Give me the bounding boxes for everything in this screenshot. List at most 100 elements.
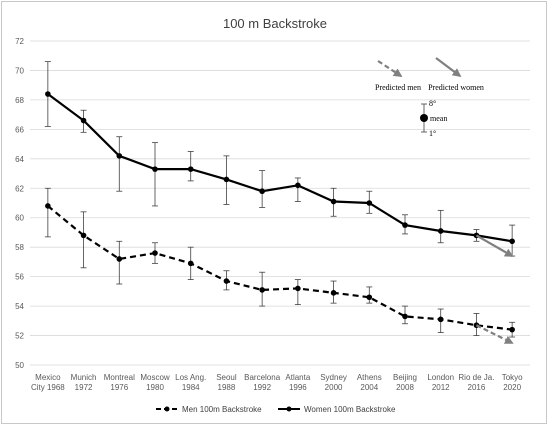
x-tick-line1-10: Beijing xyxy=(393,373,417,382)
y-tick-label-52: 52 xyxy=(15,332,24,341)
series-line-0 xyxy=(47,205,513,331)
x-tick-line1-3: Moscow xyxy=(140,373,170,382)
data-point-1-13 xyxy=(509,238,515,245)
data-point-0-4 xyxy=(187,260,194,267)
error-bar-1-2 xyxy=(116,136,123,192)
data-point-0-7 xyxy=(295,285,301,292)
data-point-1-9 xyxy=(366,200,373,206)
x-tick-label-12: Rio de Ja.2016 xyxy=(458,373,494,392)
legend-marker-women xyxy=(286,406,292,412)
x-tick-line2-5: 1988 xyxy=(218,383,236,392)
data-point-0-11 xyxy=(437,316,444,323)
data-point-1-11 xyxy=(437,228,444,234)
data-point-1-2 xyxy=(116,153,123,159)
error-bar-0-7 xyxy=(294,279,301,306)
x-tick-line1-6: Barcelona xyxy=(244,373,281,382)
data-point-0-10 xyxy=(402,313,408,320)
grid-lines xyxy=(30,40,530,366)
x-tick-line1-13: Tokyo xyxy=(502,373,523,382)
error-bar-1-3 xyxy=(152,142,158,207)
data-point-0-9 xyxy=(366,294,373,301)
prediction-arrow-0 xyxy=(475,324,514,344)
x-tick-line2-7: 1996 xyxy=(289,383,307,392)
error-bar-1-11 xyxy=(437,209,444,244)
error-bar-0-2 xyxy=(116,240,123,285)
x-tick-line1-8: Sydney xyxy=(320,373,347,382)
data-point-0-3 xyxy=(152,250,158,256)
x-tick-line2-0: City 1968 xyxy=(31,383,65,392)
x-tick-line2-11: 2012 xyxy=(432,383,450,392)
legend: Men 100m Backstroke Women 100m Backstroke xyxy=(156,405,396,414)
x-tick-line2-4: 1984 xyxy=(182,383,200,392)
series-layer xyxy=(44,61,516,338)
data-point-0-5 xyxy=(223,278,230,284)
series-0 xyxy=(44,187,516,338)
data-point-0-2 xyxy=(116,256,123,262)
x-tick-line1-0: Mexico xyxy=(35,373,61,382)
data-point-1-3 xyxy=(152,166,158,172)
prediction-layer xyxy=(475,234,514,344)
x-tick-line1-4: Los Ang. xyxy=(175,373,206,382)
key-label-top: 8° xyxy=(429,99,436,108)
y-tick-label-68: 68 xyxy=(15,96,24,105)
y-tick-label-54: 54 xyxy=(15,302,24,311)
key-mean-dot xyxy=(420,114,428,122)
key-arrow-women xyxy=(435,57,462,78)
x-tick-line2-9: 2004 xyxy=(360,383,378,392)
annotation-key: Predicted men Predicted women 8° mean 1° xyxy=(375,57,484,138)
error-bar-1-7 xyxy=(294,177,301,202)
error-bar-0-0 xyxy=(44,187,51,238)
legend-marker-men xyxy=(164,406,170,412)
key-label-predicted-women: Predicted women xyxy=(428,83,484,92)
series-line-1 xyxy=(47,93,513,243)
x-tick-label-4: Los Ang.1984 xyxy=(175,373,206,392)
data-point-1-10 xyxy=(402,222,408,228)
y-tick-label-70: 70 xyxy=(15,66,24,75)
error-bar-1-4 xyxy=(187,151,194,182)
data-point-1-8 xyxy=(330,198,337,205)
error-bar-0-1 xyxy=(80,211,87,269)
key-label-bottom: 1° xyxy=(429,129,436,138)
data-point-0-6 xyxy=(259,287,265,293)
prediction-arrow-1 xyxy=(475,234,514,257)
x-tick-line1-11: London xyxy=(427,373,454,382)
data-point-1-0 xyxy=(45,91,51,97)
x-tick-line1-1: Munich xyxy=(71,373,97,382)
legend-label-men: Men 100m Backstroke xyxy=(182,405,262,414)
x-tick-line2-1: 1972 xyxy=(75,383,93,392)
x-tick-line2-2: 1976 xyxy=(110,383,128,392)
y-tick-label-72: 72 xyxy=(15,37,24,46)
x-tick-line2-12: 2016 xyxy=(468,383,486,392)
data-point-0-0 xyxy=(45,203,51,209)
y-tick-label-66: 66 xyxy=(15,125,24,134)
data-point-0-1 xyxy=(80,232,87,239)
x-tick-line1-2: Montreal xyxy=(104,373,135,382)
data-point-0-8 xyxy=(330,290,337,296)
key-label-mean: mean xyxy=(430,114,447,123)
y-tick-label-58: 58 xyxy=(15,243,24,252)
data-point-1-1 xyxy=(80,117,87,124)
data-point-1-6 xyxy=(259,188,265,195)
y-axis-ticks: 50 52 54 56 58 60 62 64 66 68 70 72 xyxy=(15,37,24,370)
x-tick-line1-5: Seoul xyxy=(216,373,237,382)
x-tick-line2-3: 1980 xyxy=(146,383,164,392)
y-tick-label-50: 50 xyxy=(15,361,24,370)
x-tick-line2-8: 2000 xyxy=(325,383,343,392)
data-point-1-5 xyxy=(223,176,230,183)
data-point-0-13 xyxy=(509,326,515,333)
x-tick-line1-9: Athens xyxy=(357,373,382,382)
